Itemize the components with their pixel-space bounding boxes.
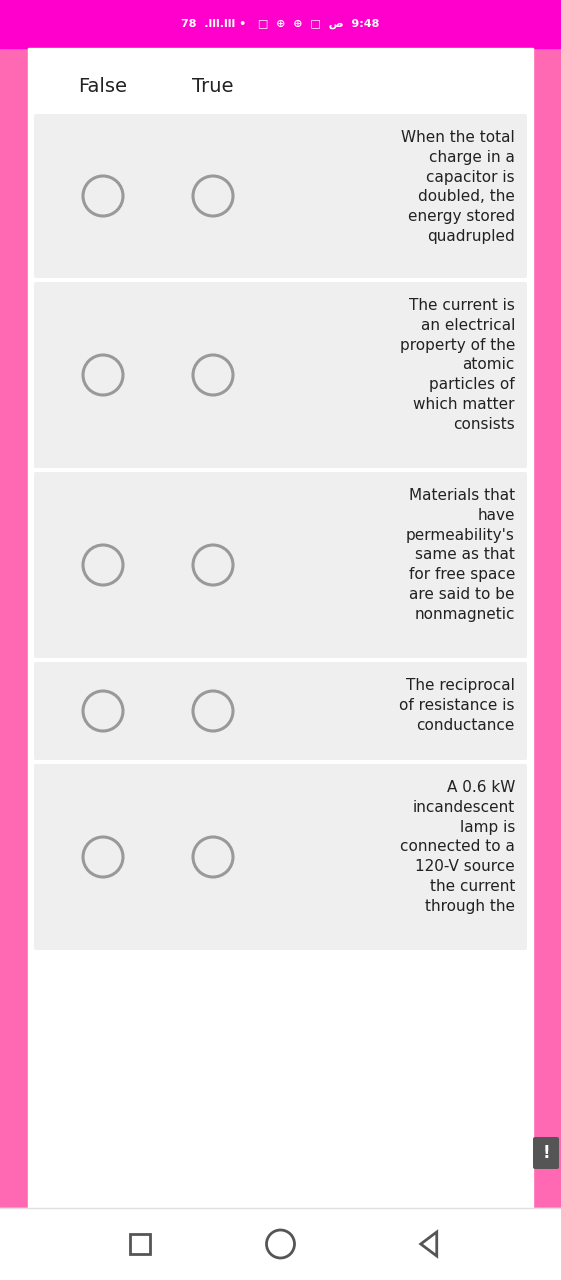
FancyBboxPatch shape xyxy=(34,662,527,760)
FancyBboxPatch shape xyxy=(34,472,527,658)
Bar xyxy=(0,0,561,47)
Text: True: True xyxy=(192,77,234,96)
Bar xyxy=(533,0,561,1280)
FancyBboxPatch shape xyxy=(533,1137,559,1169)
Text: !: ! xyxy=(542,1144,550,1162)
FancyBboxPatch shape xyxy=(34,764,527,950)
Text: The reciprocal
of resistance is
conductance: The reciprocal of resistance is conducta… xyxy=(399,678,515,732)
Text: When the total
charge in a
capacitor is
doubled, the
energy stored
quadrupled: When the total charge in a capacitor is … xyxy=(401,131,515,244)
Text: False: False xyxy=(79,77,127,96)
Text: Materials that
have
permeability's
same as that
for free space
are said to be
no: Materials that have permeability's same … xyxy=(406,488,515,622)
FancyBboxPatch shape xyxy=(34,114,527,278)
FancyBboxPatch shape xyxy=(34,282,527,468)
Text: 78  .lll.lll •   □  ⊕  ⊕  □  ص  9:48: 78 .lll.lll • □ ⊕ ⊕ □ ص 9:48 xyxy=(181,19,380,29)
Bar xyxy=(0,1208,561,1280)
Text: A 0.6 kW
incandescent
lamp is
connected to a
120-V source
the current
through th: A 0.6 kW incandescent lamp is connected … xyxy=(400,780,515,914)
Text: The current is
an electrical
property of the
atomic
particles of
which matter
co: The current is an electrical property of… xyxy=(399,298,515,431)
Bar xyxy=(130,1234,150,1254)
Bar xyxy=(0,0,28,1280)
